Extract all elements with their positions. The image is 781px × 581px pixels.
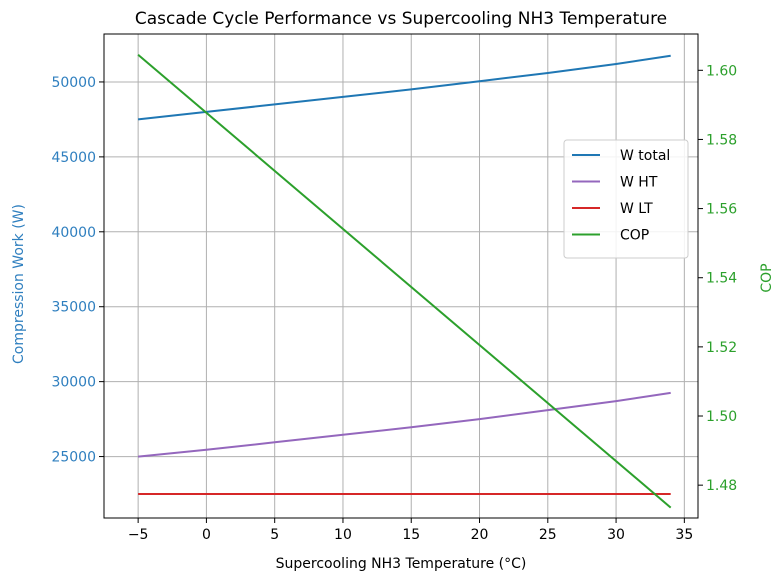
x-tick-label: 15 [402, 527, 420, 543]
y-right-tick-label: 1.60 [706, 63, 737, 79]
x-tick-label: 5 [270, 527, 279, 543]
legend-label: COP [620, 228, 649, 244]
grid [104, 34, 698, 518]
legend-label: W LT [620, 201, 653, 217]
y-left-tick-label: 35000 [51, 300, 96, 316]
series-line-cop [137, 53, 672, 509]
series-line-w-total [137, 54, 671, 121]
y-left-tick-label: 50000 [51, 75, 96, 91]
y-axis-left: 25000 30000 35000 40000 45000 50000 [51, 75, 104, 466]
x-tick-label: 0 [202, 527, 211, 543]
x-axis: −5 0 5 10 15 20 25 30 35 [128, 518, 693, 543]
y-right-tick-label: 1.54 [706, 271, 737, 287]
y-axis-label-right: COP [759, 263, 775, 292]
legend-label: W total [620, 148, 670, 164]
legend-label: W HT [620, 175, 658, 191]
x-axis-label: Supercooling NH3 Temperature (°C) [276, 556, 527, 572]
y-left-tick-label: 30000 [51, 375, 96, 391]
x-tick-label: 35 [675, 527, 693, 543]
x-tick-label: −5 [128, 527, 149, 543]
y-left-tick-label: 40000 [51, 225, 96, 241]
y-axis-right: 1.48 1.50 1.52 1.54 1.56 1.58 1.60 [698, 63, 737, 494]
y-axis-label-left: Compression Work (W) [11, 204, 27, 364]
y-left-tick-label: 25000 [51, 450, 96, 466]
y-right-tick-label: 1.58 [706, 132, 737, 148]
y-right-tick-label: 1.52 [706, 340, 737, 356]
y-left-tick-label: 45000 [51, 150, 96, 166]
x-tick-label: 30 [607, 527, 625, 543]
x-tick-label: 10 [334, 527, 352, 543]
y-right-tick-label: 1.56 [706, 202, 737, 218]
x-tick-label: 20 [471, 527, 489, 543]
chart-title: Cascade Cycle Performance vs Supercoolin… [135, 9, 667, 29]
series-line-w-ht [138, 391, 671, 458]
plot-lines [137, 53, 672, 509]
y-right-tick-label: 1.48 [706, 478, 737, 494]
legend-box [563, 139, 689, 259]
plot-frame [103, 33, 699, 519]
legend: W total W HT W LT COP [563, 139, 689, 259]
x-tick-label: 25 [539, 527, 557, 543]
y-right-tick-label: 1.50 [706, 409, 737, 425]
